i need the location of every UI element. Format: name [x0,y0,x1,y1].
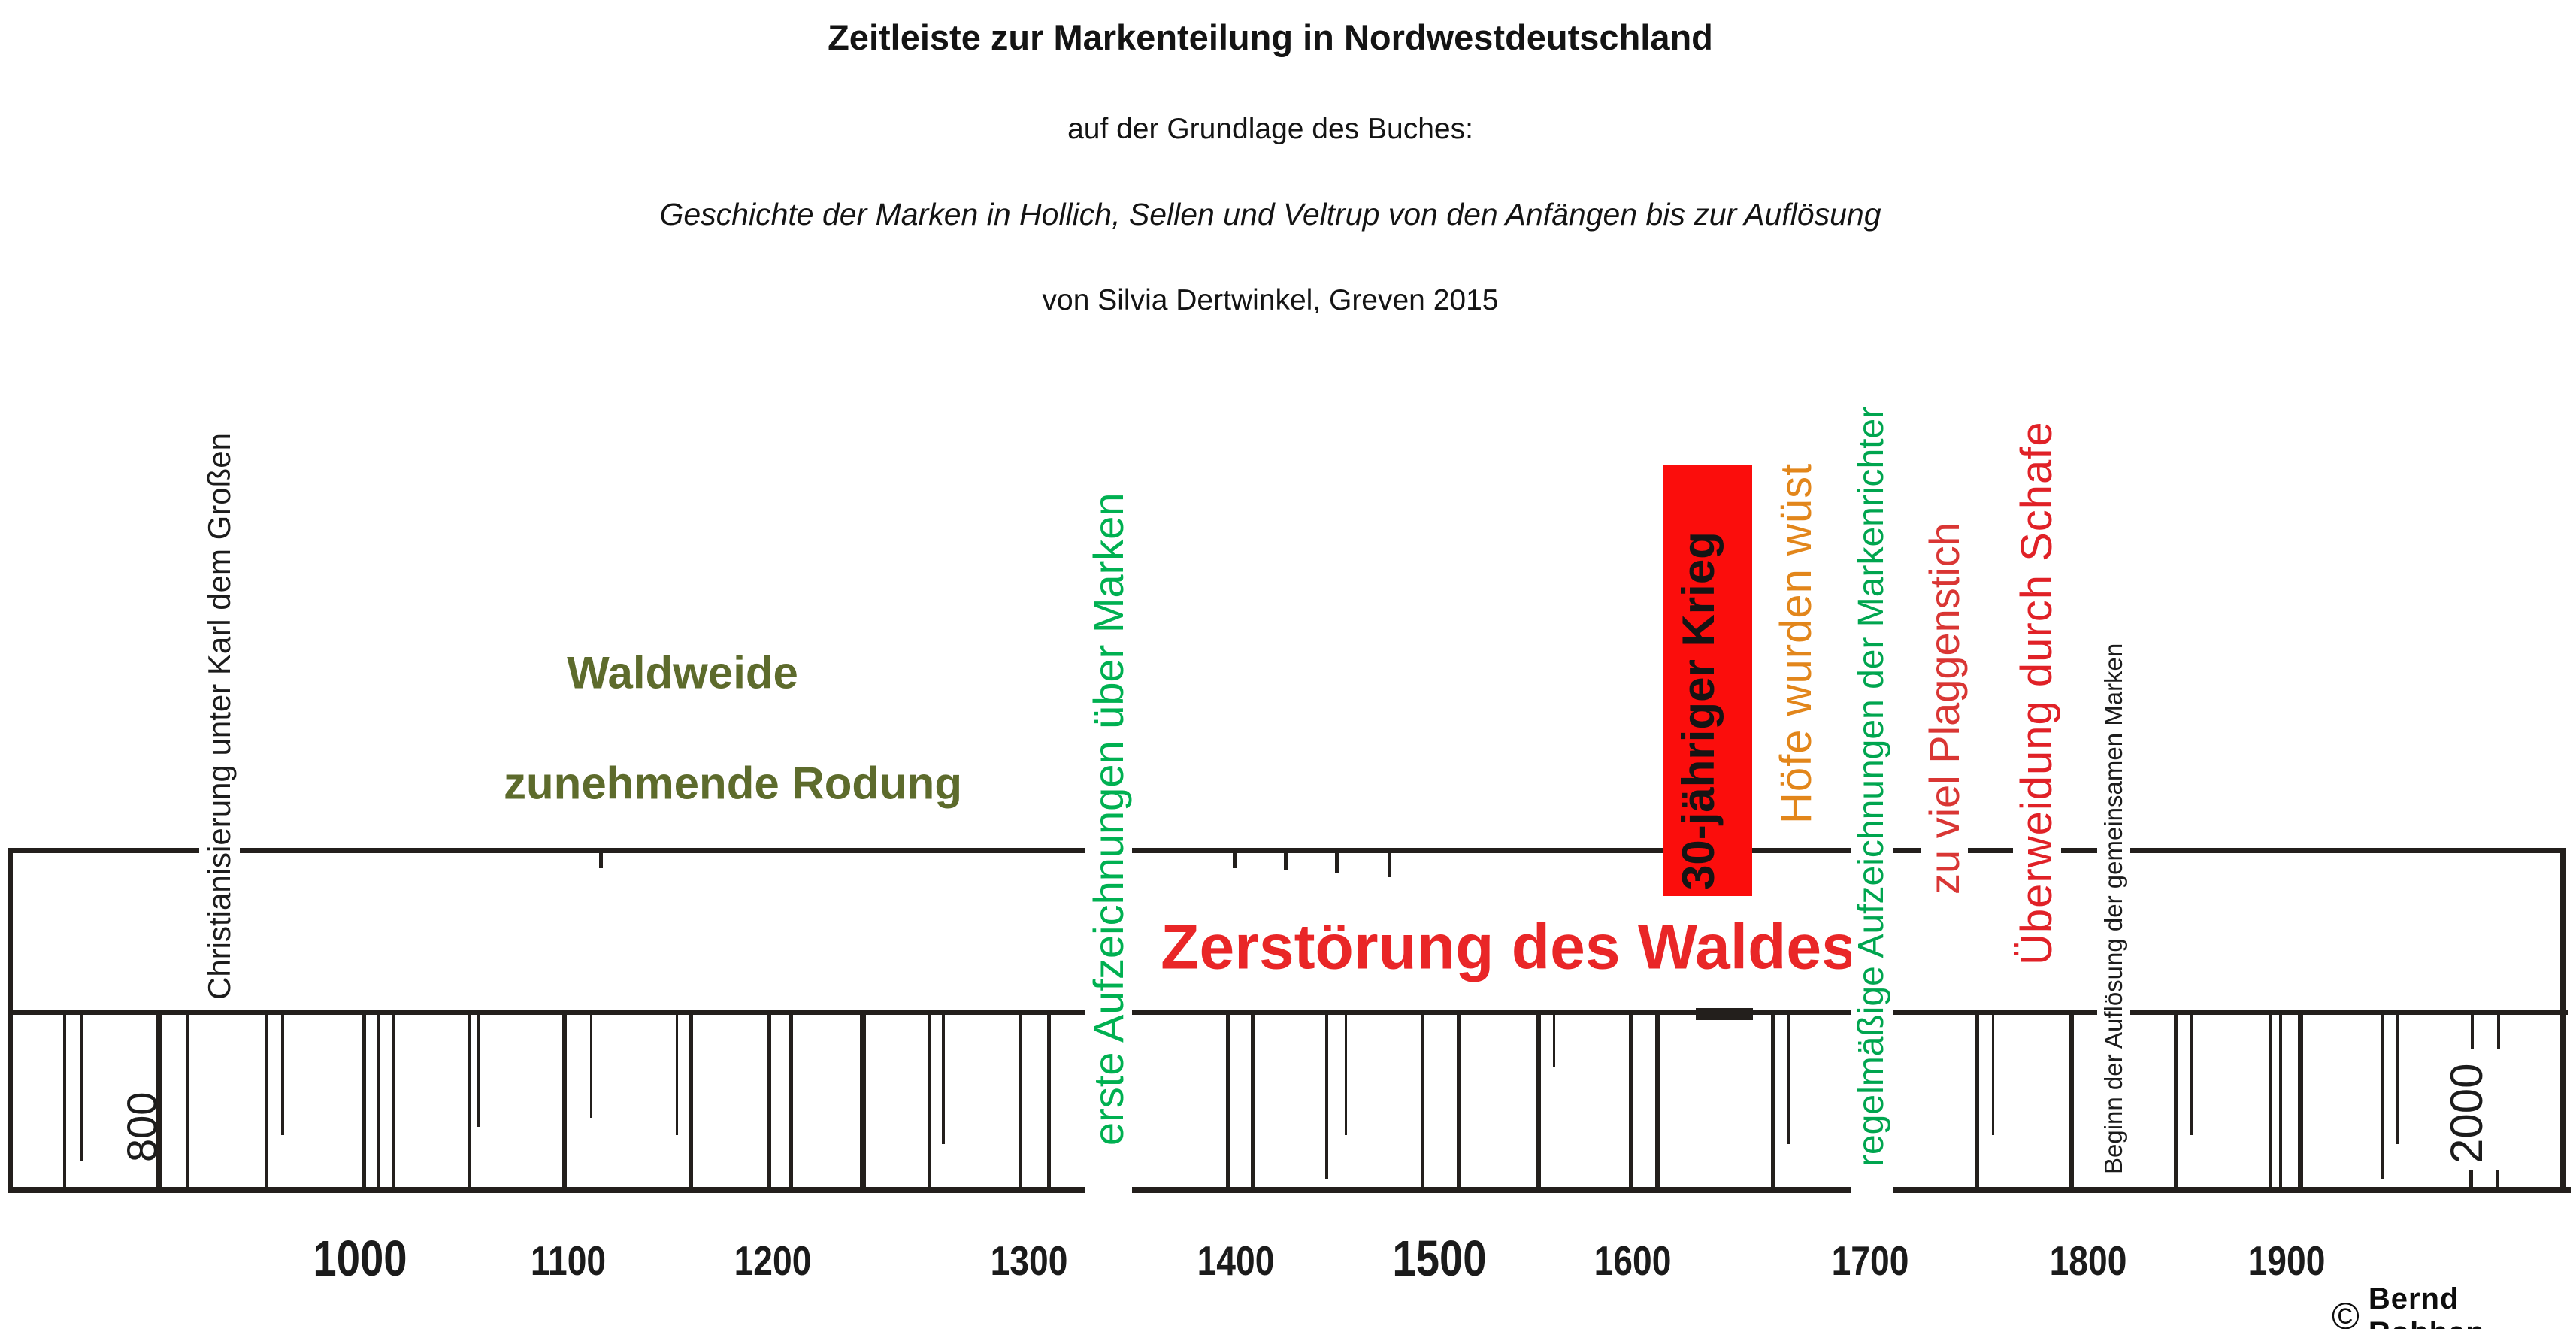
ruler-tick [392,1015,395,1187]
subtitle-basis: auf der Grundlage des Buches: [1067,113,1473,145]
ruler-tick [1226,1015,1230,1187]
year-label-1600: 1600 [1594,1237,1672,1284]
ruler-tick [362,1015,366,1187]
axis-start-label: 800 [118,1091,165,1162]
ruler-tick [590,1015,592,1118]
year-label-1000: 1000 [313,1231,407,1287]
ruler-tick [562,1015,567,1187]
ruler-tick [676,1015,678,1135]
top-line-tick [1388,852,1391,877]
bottom-line-tick [2496,1170,2499,1188]
ruler-tick [63,1015,66,1187]
middle-line-notch [1696,1008,1753,1020]
ruler-tick [1536,1015,1541,1187]
ruler-tick [186,1015,189,1187]
subtitle-author: von Silvia Dertwinkel, Greven 2015 [1042,284,1499,316]
ruler-tick [468,1015,471,1187]
ruler-tick [2298,1015,2303,1187]
ruler-tick [1047,1015,1051,1187]
ruler-tick [156,1015,162,1187]
ruler-tick [1787,1015,1790,1144]
ruler-tick [2396,1015,2399,1144]
ruler-tick [1345,1015,1347,1135]
timeline-bottom-line [8,1187,2571,1193]
ruler-tick [767,1015,771,1187]
ruler-tick [477,1015,480,1127]
ruler-tick [2190,1015,2193,1135]
timeline-right-edge [2560,848,2566,1193]
ruler-tick [281,1015,284,1135]
book-title: Geschichte der Marken in Hollich, Sellen… [659,197,1881,232]
year-label-1400: 1400 [1197,1237,1275,1284]
ruler-tick [1771,1015,1775,1187]
year-label-1500: 1500 [1392,1231,1487,1287]
year-label-1300: 1300 [990,1237,1068,1284]
axis-end-label: 2000 [2441,1063,2492,1164]
ruler-tick [2471,1015,2474,1049]
ruler-tick [1251,1015,1255,1187]
ruler-tick [860,1015,866,1187]
year-label-1100: 1100 [530,1237,607,1284]
ruler-tick [1975,1015,1979,1187]
ruler-tick [377,1015,380,1187]
ruler-tick [1992,1015,1994,1135]
ruler-tick [2279,1015,2282,1187]
timeline-middle-line [8,1010,2568,1015]
timeline-left-edge [8,848,13,1193]
year-label-1700: 1700 [1831,1237,1909,1284]
ruler-tick [2381,1015,2384,1179]
ruler-tick [1421,1015,1424,1187]
ruler-tick [928,1015,931,1187]
ruler-tick [1457,1015,1461,1187]
bottom-line-tick [2469,1170,2473,1188]
ruler-tick [1325,1015,1328,1179]
ruler-tick [789,1015,793,1187]
event-label-beginn-aufloesung: Beginn der Auflösung der gemeinsamen Mar… [2097,638,2130,1179]
event-label-regelmaessige-aufzeichnungen: regelmäßige Aufzeichnungen der Markenric… [1851,398,1893,1204]
year-label-1200: 1200 [734,1237,812,1284]
year-label-1800: 1800 [2049,1237,2127,1284]
ruler-tick [265,1015,268,1187]
top-line-tick [599,852,603,868]
credit-name: Bernd Robben [2368,1282,2484,1329]
event-label-ueberweidung: Überweidung durch Schafe [2012,416,2061,970]
event-label-plaggenstich: zu viel Plaggenstich [1921,518,1968,899]
era-box-label: 30-jähriger Krieg [1673,531,1724,890]
top-line-tick [1335,852,1339,873]
ruler-tick [1553,1015,1555,1067]
event-label-hoefe-wuest: Höfe wurden wüst [1772,462,1821,824]
top-line-tick [1233,852,1237,868]
credit-line: © Bernd Robben [2332,1282,2576,1329]
ruler-tick [1655,1015,1660,1187]
ruler-tick [80,1015,83,1161]
phase-label-rodung: zunehmende Rodung [504,758,962,809]
ruler-tick [942,1015,945,1144]
ruler-tick [1019,1015,1022,1187]
ruler-tick [2174,1015,2178,1187]
ruler-tick [2069,1015,2074,1187]
copyright-icon: © [2332,1295,2360,1329]
timeline-top-line [8,848,2565,853]
ruler-tick [689,1015,693,1187]
phase-label-zerstoerung: Zerstörung des Waldes [1161,911,1857,982]
page-title: Zeitleiste zur Markenteilung in Nordwest… [828,17,1713,57]
phase-label-waldweide: Waldweide [567,647,798,698]
era-box-thirty-years-war [1663,465,1752,896]
event-label-christianisierung: Christianisierung unter Karl dem Großen [199,427,240,1006]
ruler-tick [2269,1015,2272,1187]
event-label-erste-aufzeichnungen: erste Aufzeichnungen über Marken [1085,477,1132,1204]
ruler-tick [2497,1015,2500,1049]
year-label-1900: 1900 [2248,1237,2326,1284]
top-line-tick [1284,852,1288,870]
ruler-tick [1629,1015,1633,1187]
